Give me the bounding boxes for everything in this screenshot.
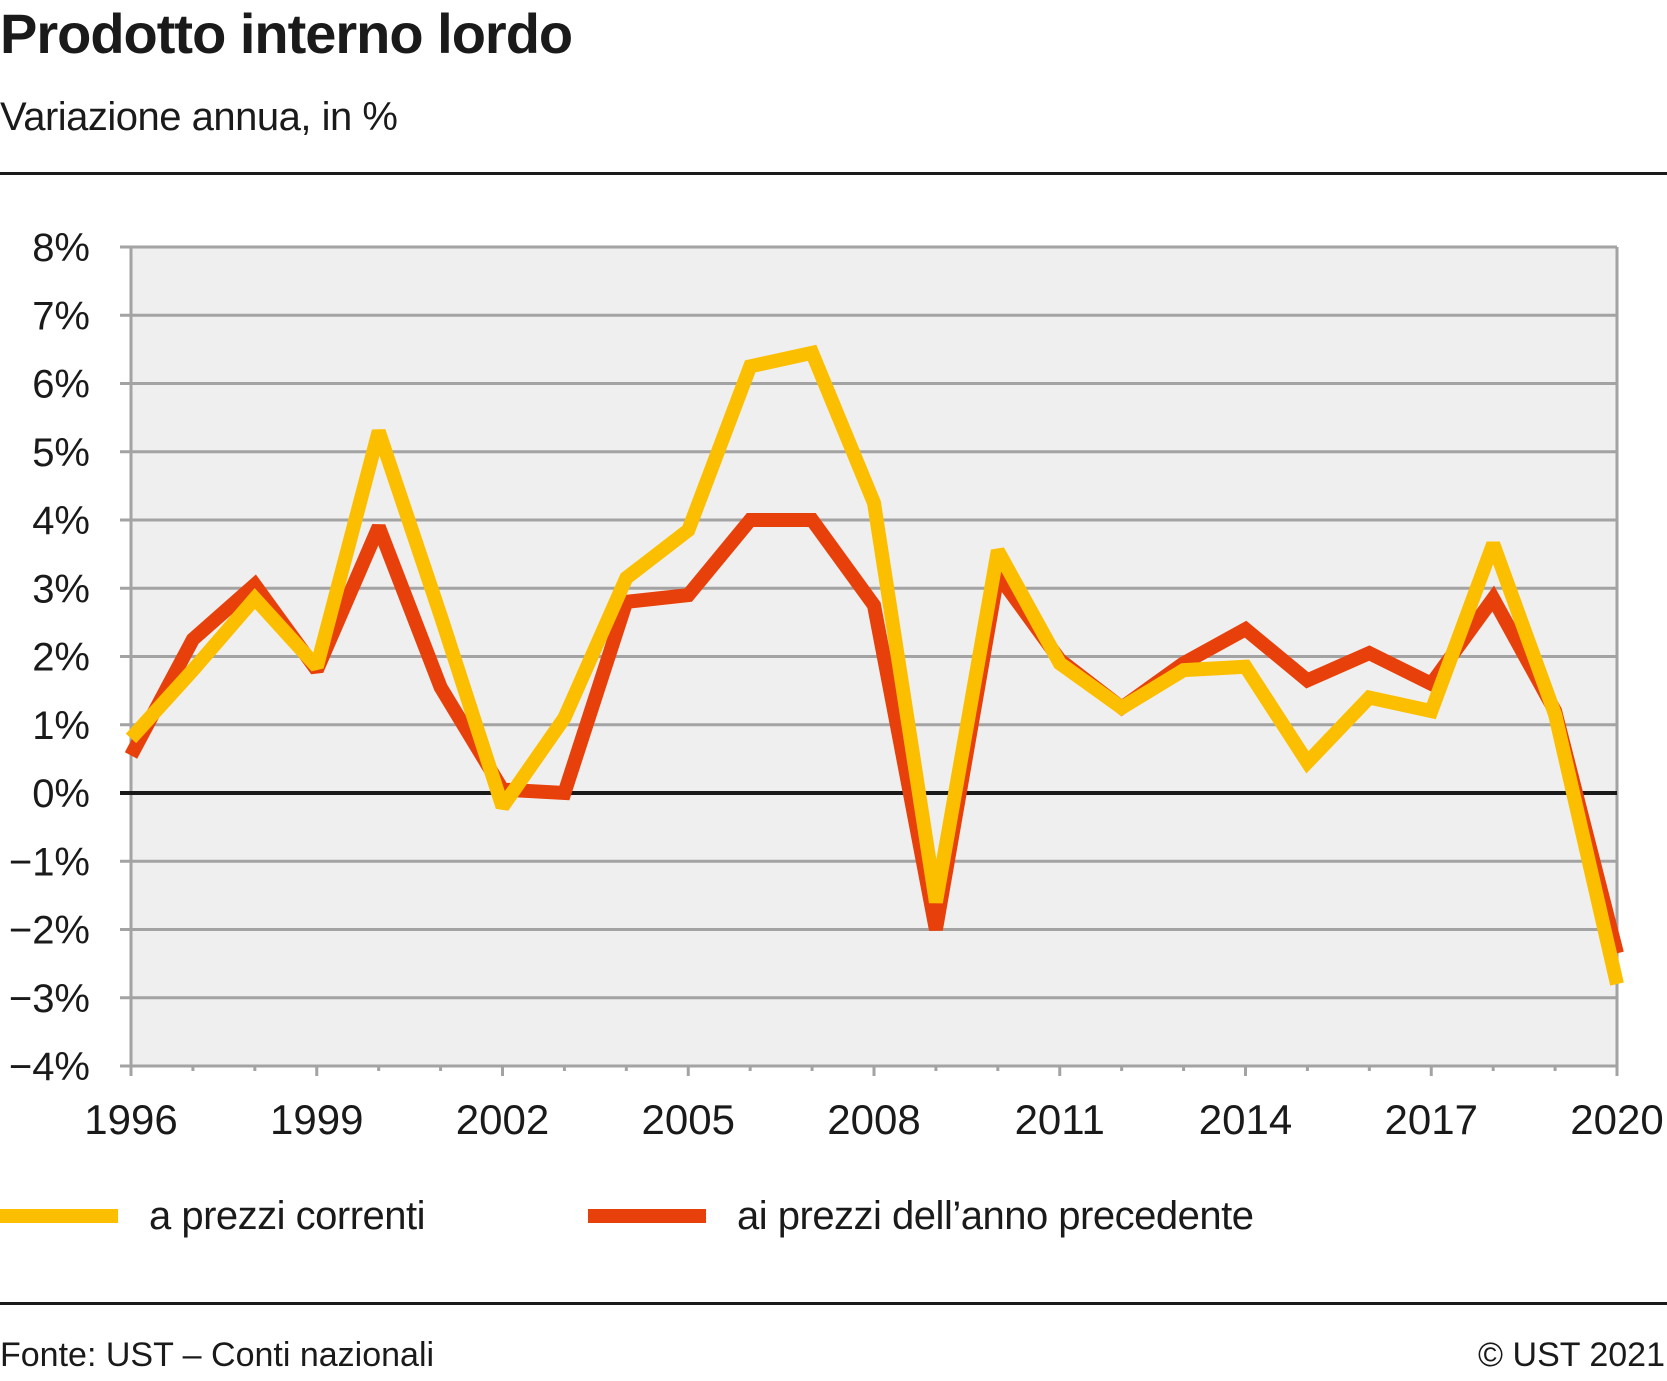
y-tick-label: 1%: [32, 704, 90, 748]
legend-item-current-prices: a prezzi correnti: [0, 1188, 426, 1244]
legend-label-current-prices: a prezzi correnti: [149, 1193, 426, 1238]
legend-label-previous-year-prices: ai prezzi dell’anno precedente: [737, 1193, 1254, 1238]
x-tick-label: 2011: [1015, 1096, 1105, 1143]
y-tick-label: −4%: [9, 1045, 90, 1089]
chart-subtitle: Variazione annua, in %: [0, 95, 398, 139]
chart-title: Prodotto interno lordo: [0, 2, 573, 65]
y-tick-label: 5%: [32, 431, 90, 475]
y-tick-label: −2%: [9, 909, 90, 953]
source-note: Fonte: UST – Conti nazionali: [0, 1336, 435, 1374]
series-line-current-prices: [125, 344, 1624, 986]
series-line-previous-year-prices: [124, 513, 1624, 956]
footer-divider: [0, 1302, 1667, 1305]
x-tick-label: 2002: [456, 1096, 549, 1143]
y-tick-label: 7%: [32, 294, 90, 338]
copyright-note: © UST 2021: [1478, 1336, 1665, 1374]
legend-swatch-current-prices: [0, 1209, 118, 1223]
y-tick-label: 3%: [32, 567, 90, 611]
x-tick-label: 1999: [270, 1096, 363, 1143]
x-tick-label: 2005: [642, 1096, 735, 1143]
y-tick-label: −3%: [9, 977, 90, 1021]
x-tick-label: 2017: [1385, 1096, 1478, 1143]
y-tick-label: 0%: [32, 772, 90, 816]
y-tick-label: 4%: [32, 499, 90, 543]
line-chart: 8% 7% 6% 5% 4% 3% 2% 1% 0% −1% −2% −3% −4% 1996 1999 2…: [9, 226, 1664, 1143]
x-tick-label: 2020: [1570, 1096, 1663, 1143]
y-tick-label: 6%: [32, 363, 90, 407]
legend-swatch-previous-year-prices: [588, 1209, 706, 1223]
y-tick-label: −1%: [9, 840, 90, 884]
x-tick-label: 2008: [827, 1096, 920, 1143]
legend-item-previous-year-prices: ai prezzi dell’anno precedente: [588, 1188, 1254, 1244]
x-tick-label: 1996: [84, 1096, 177, 1143]
header-divider: [0, 172, 1667, 175]
y-tick-label: 8%: [32, 226, 90, 270]
y-tick-label: 2%: [32, 636, 90, 680]
x-tick-label: 2014: [1199, 1096, 1292, 1143]
